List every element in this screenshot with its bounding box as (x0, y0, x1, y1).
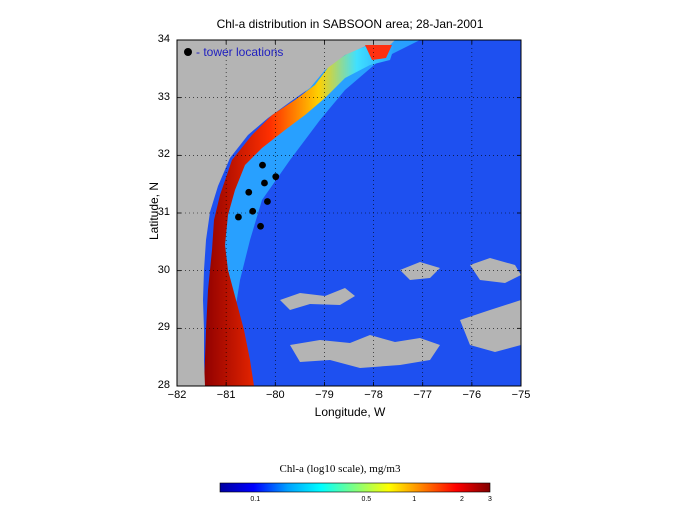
map-title: Chl-a distribution in SABSOON area; 28-J… (216, 17, 484, 31)
tower-marker (257, 222, 264, 230)
tower-marker-icon (184, 48, 192, 56)
y-tick-label: 29 (157, 321, 170, 334)
colorbar-tick-label: 3 (488, 496, 492, 503)
colorbar-tick-label: 0.1 (250, 496, 261, 503)
tower-marker (259, 161, 266, 169)
y-tick-label: 32 (157, 148, 170, 161)
x-axis-label: Longitude, W (314, 405, 386, 419)
tower-marker (261, 179, 268, 187)
y-tick-label: 34 (157, 33, 170, 45)
cloud-no-data-patches (280, 258, 521, 368)
tower-markers (235, 161, 280, 230)
axis-ticks (176, 39, 522, 387)
y-tick-label: 31 (157, 206, 170, 218)
x-tick-label: −80 (265, 389, 285, 401)
tower-marker (249, 207, 257, 215)
sound-water (365, 45, 392, 60)
colorbar (219, 482, 491, 493)
x-tick-label: −76 (462, 389, 482, 401)
colorbar-tick-label: 1 (412, 496, 417, 503)
tower-marker (235, 213, 242, 221)
colorbar-label: Chl-a (log10 scale), mg/m3 (279, 463, 401, 475)
colorbar-tick-label: 0.5 (361, 496, 372, 503)
cloud-patch (460, 300, 521, 352)
tower-marker (264, 198, 271, 205)
x-tick-label: −81 (216, 389, 236, 401)
legend: - tower locations (184, 45, 283, 59)
map-grid (177, 40, 521, 386)
land-mass (177, 40, 395, 386)
tower-marker (272, 173, 280, 181)
tower-marker (245, 188, 253, 196)
cloud-patch (400, 262, 440, 280)
y-tick-label: 28 (157, 379, 170, 391)
y-tick-label: 30 (157, 263, 170, 276)
x-tick-label: −82 (167, 389, 187, 401)
shelf-water (204, 40, 420, 386)
cloud-patch (470, 258, 521, 283)
cloud-patch (290, 335, 440, 368)
x-tick-label: −77 (413, 389, 433, 401)
cloud-patch (280, 288, 355, 310)
y-tick-label: 33 (157, 90, 170, 103)
colorbar-tick-label: 2 (460, 496, 464, 503)
x-tick-label: −78 (364, 389, 383, 401)
x-tick-label: −75 (511, 389, 531, 401)
coastal-chlorophyll-band (204, 45, 395, 386)
legend-label: - tower locations (196, 45, 284, 59)
x-tick-label: −79 (315, 389, 334, 401)
